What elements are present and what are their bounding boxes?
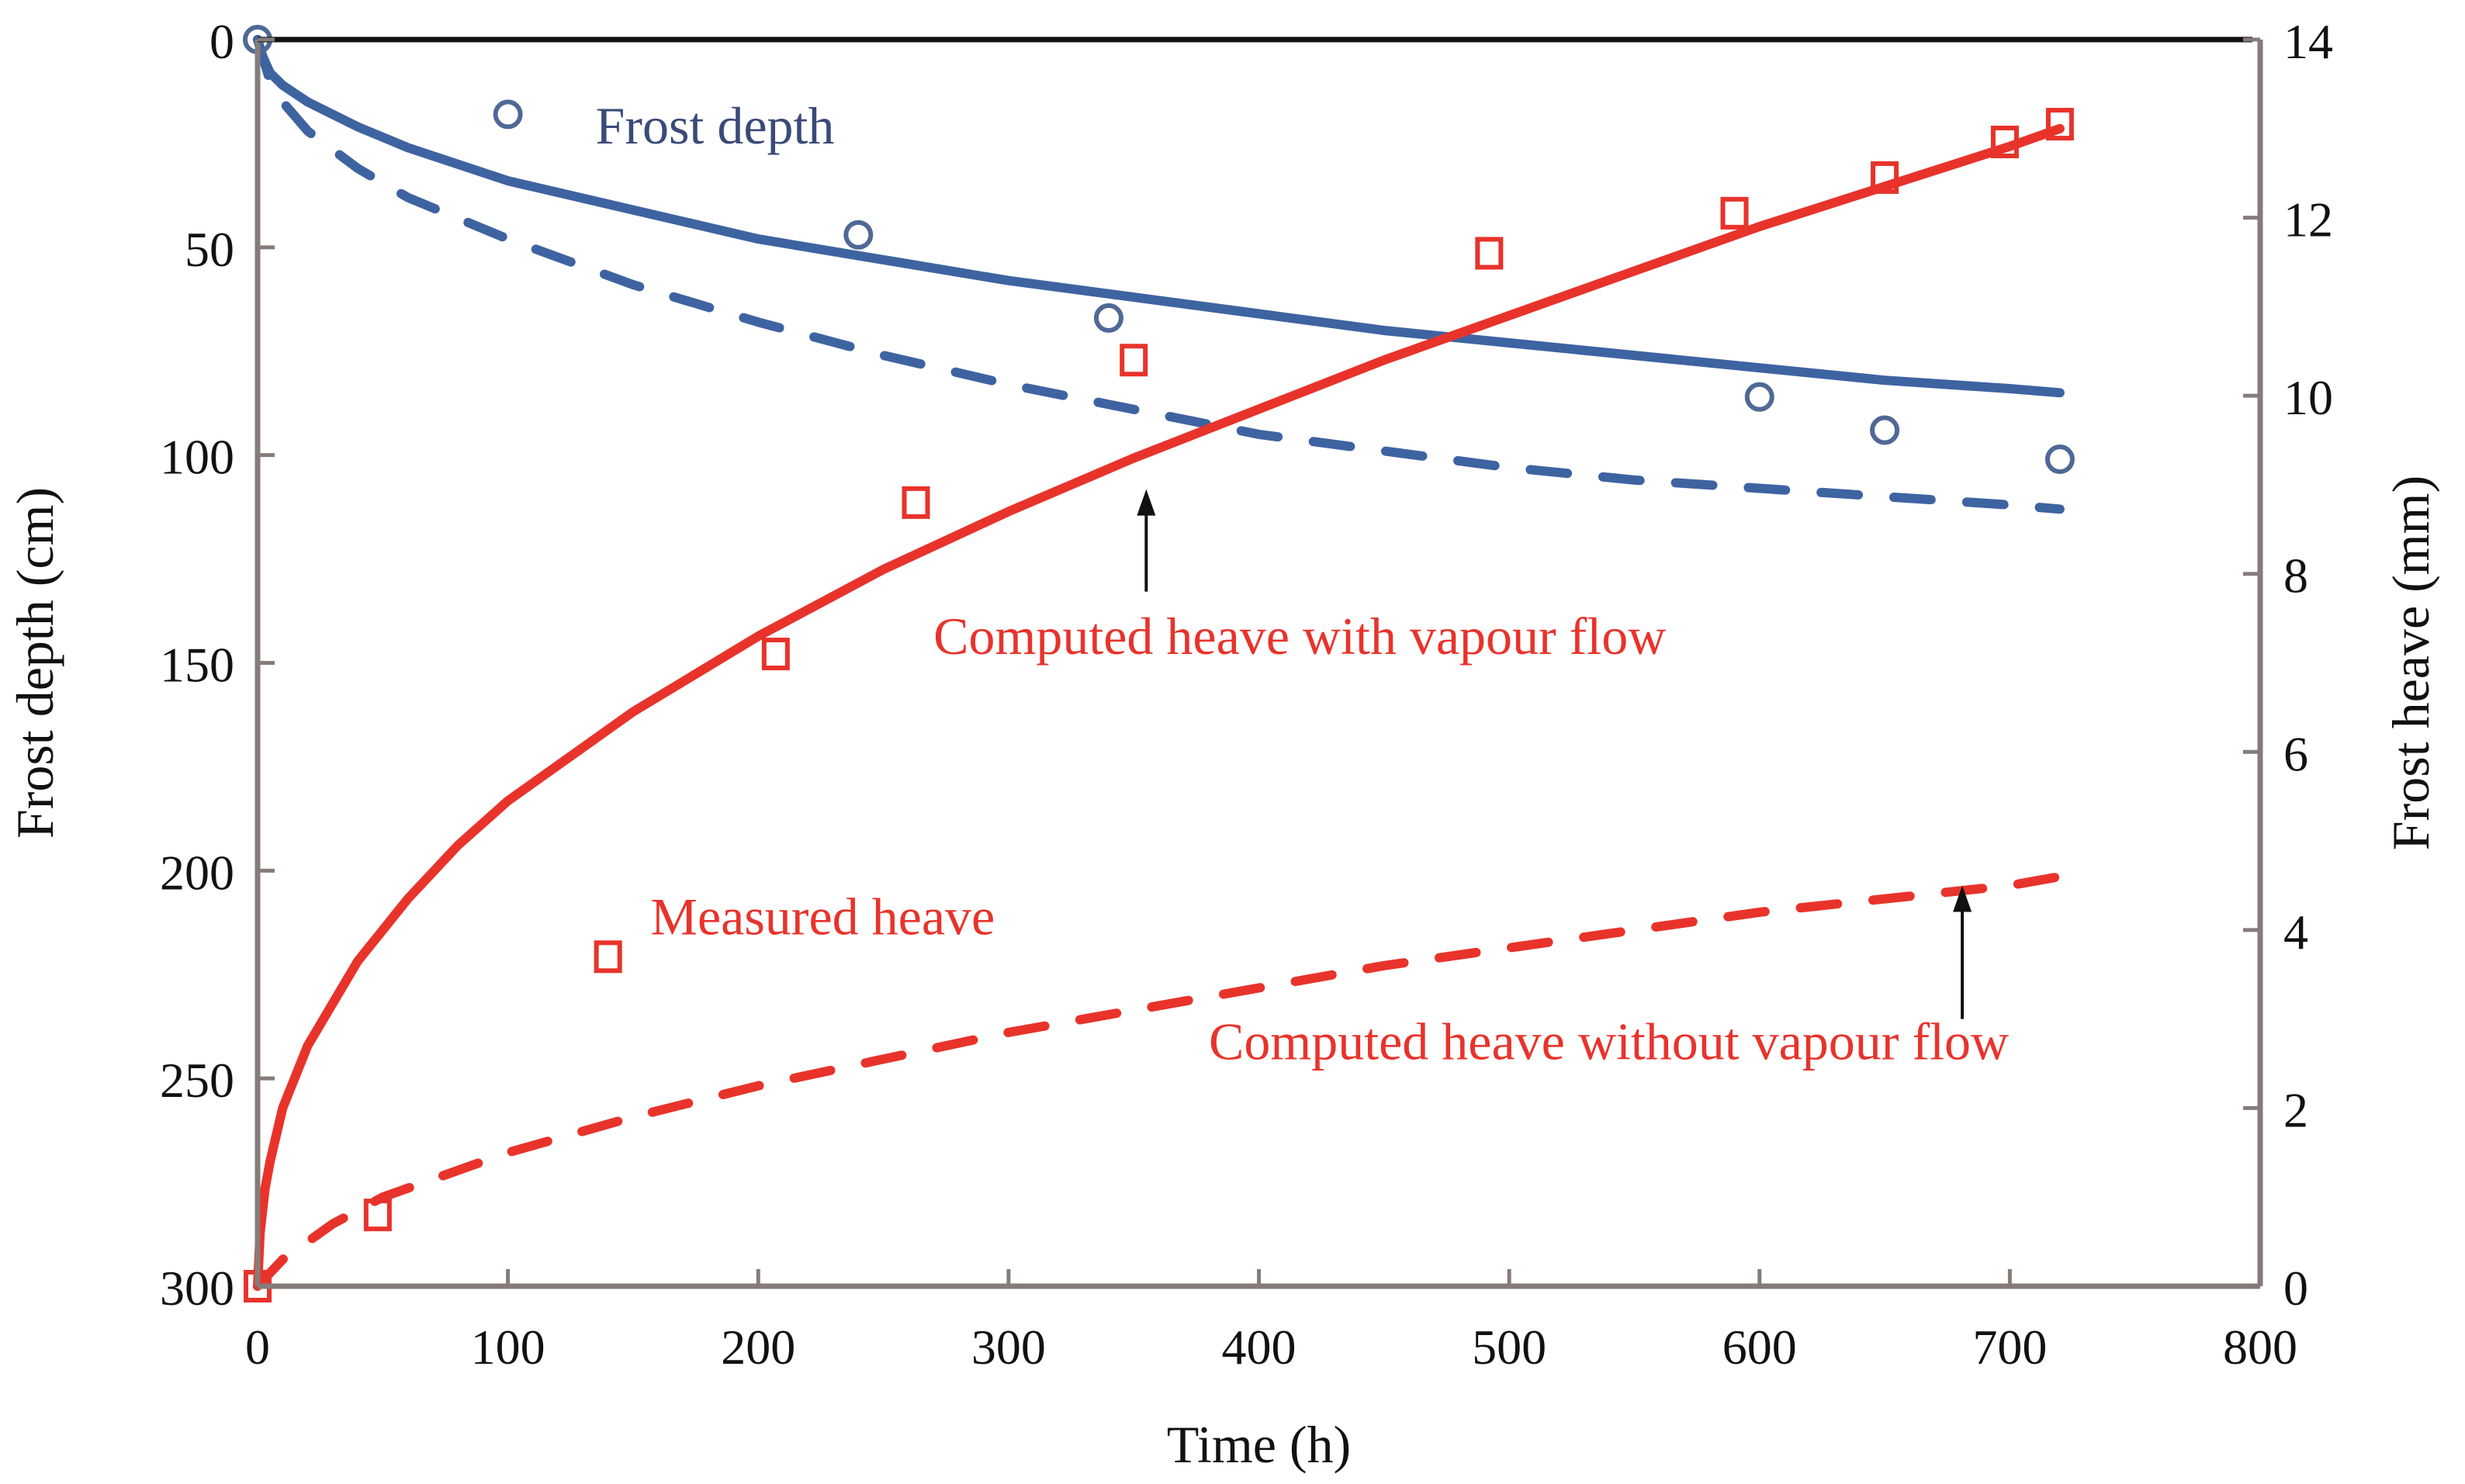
data-point-square (1120, 344, 1148, 377)
data-point-square (363, 1199, 392, 1232)
x-axis-label: Time (h) (1167, 1415, 1351, 1474)
series-line-1 (253, 35, 2065, 514)
x-tick-label: 400 (1222, 1320, 1297, 1375)
annotation-arrow-head (1953, 885, 1972, 912)
y-axis-right-label: Frost heave (mm) (2381, 476, 2440, 850)
x-tick-label: 300 (971, 1320, 1046, 1375)
annotation-heave-without-vapour: Computed heave without vapour flow (1209, 1012, 2009, 1071)
x-tick-label: 600 (1722, 1320, 1797, 1375)
x-tick-label: 100 (471, 1320, 545, 1375)
y-right-tick-label: 14 (2283, 14, 2333, 69)
x-tick-label: 200 (721, 1320, 795, 1375)
axes-layer: 0 100 200 300 400 500 600 700 800050100150200250… (160, 14, 2333, 1375)
y-right-tick-label: 0 (2283, 1261, 2308, 1316)
data-point-square (761, 638, 790, 671)
annotation-heave-with-vapour: Computed heave with vapour flow (933, 607, 1666, 666)
y-left-tick-label: 50 (185, 222, 234, 277)
y-left-tick-label: 0 (209, 14, 234, 69)
x-tick-label: 500 (1472, 1320, 1546, 1375)
y-left-tick-label: 300 (160, 1261, 234, 1316)
x-tick-label: 800 (2223, 1320, 2297, 1375)
y-left-tick-label: 250 (160, 1053, 234, 1108)
annotation-arrow-head (1137, 489, 1156, 516)
annotation-frost-depth: Frost depth (596, 96, 835, 155)
x-tick-label: 700 (1972, 1320, 2047, 1375)
x-tick-label: 0 (245, 1320, 270, 1375)
series-line-0 (253, 35, 2065, 398)
y-right-tick-label: 6 (2283, 726, 2308, 781)
y-right-tick-label: 8 (2283, 548, 2308, 604)
data-point-circle (1093, 303, 1123, 333)
data-point-circle (493, 99, 523, 130)
y-right-tick-label: 2 (2283, 1082, 2308, 1137)
data-point-square (1475, 237, 1504, 270)
data-point-circle (843, 220, 874, 250)
data-point-circle (1744, 382, 1774, 412)
data-point-square (1990, 126, 2019, 159)
data-point-square (902, 486, 930, 519)
labels-layer: Time (h) Frost depth (cm) Frost heave (m… (5, 96, 2440, 1474)
series-line-3 (253, 123, 2065, 1291)
data-point-square (1871, 161, 1899, 194)
data-point-square (1720, 196, 1749, 230)
y-right-tick-label: 10 (2283, 370, 2333, 425)
data-point-square (594, 940, 622, 974)
data-point-square (2045, 108, 2074, 141)
annotation-measured-heave: Measured heave (651, 887, 995, 946)
series-line-4 (253, 872, 2065, 1291)
data-point-circle (1870, 415, 1900, 445)
y-left-tick-label: 150 (160, 638, 234, 693)
y-right-tick-label: 12 (2283, 192, 2333, 247)
y-left-tick-label: 200 (160, 845, 234, 900)
data-point-circle (2044, 445, 2075, 475)
y-right-tick-label: 4 (2283, 905, 2308, 960)
y-left-tick-label: 100 (160, 430, 234, 485)
y-axis-left-label: Frost depth (cm) (5, 487, 64, 839)
